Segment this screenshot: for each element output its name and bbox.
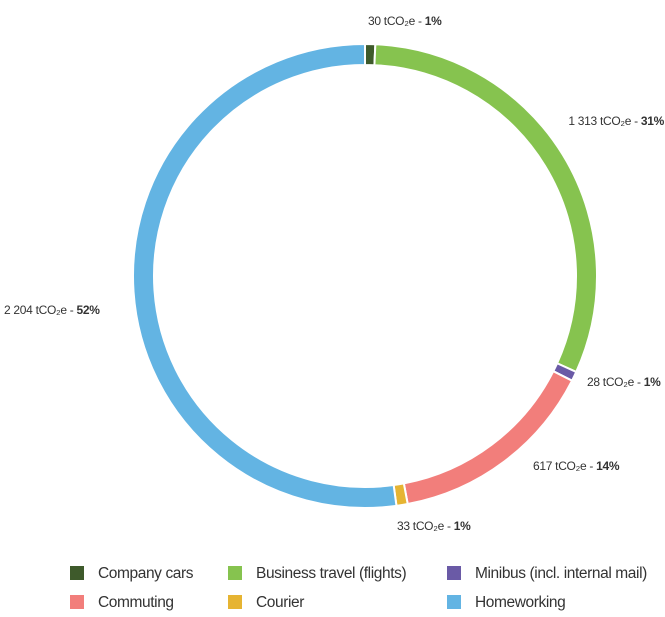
value-label: 1 313 tCO₂e - 31%	[568, 114, 664, 128]
donut-segment	[373, 43, 598, 374]
legend-swatch	[447, 595, 461, 609]
donut-segment	[132, 42, 398, 509]
legend-label: Minibus (incl. internal mail)	[475, 565, 647, 582]
value-label: 28 tCO₂e - 1%	[587, 375, 661, 389]
legend-swatch	[228, 595, 242, 609]
legend-label: Homeworking	[475, 594, 565, 611]
donut-segment	[402, 369, 574, 506]
legend-swatch	[70, 566, 84, 580]
legend-label: Business travel (flights)	[256, 565, 406, 582]
legend-label: Courier	[256, 594, 304, 611]
legend-swatch	[70, 595, 84, 609]
value-label: 2 204 tCO₂e - 52%	[4, 303, 100, 317]
legend-swatch	[228, 566, 242, 580]
value-label: 30 tCO₂e - 1%	[368, 14, 442, 28]
value-label: 33 tCO₂e - 1%	[397, 519, 471, 533]
value-label: 617 tCO₂e - 14%	[533, 459, 620, 473]
legend-label: Company cars	[98, 565, 194, 582]
legend-label: Commuting	[98, 594, 174, 611]
legend-swatch	[447, 566, 461, 580]
